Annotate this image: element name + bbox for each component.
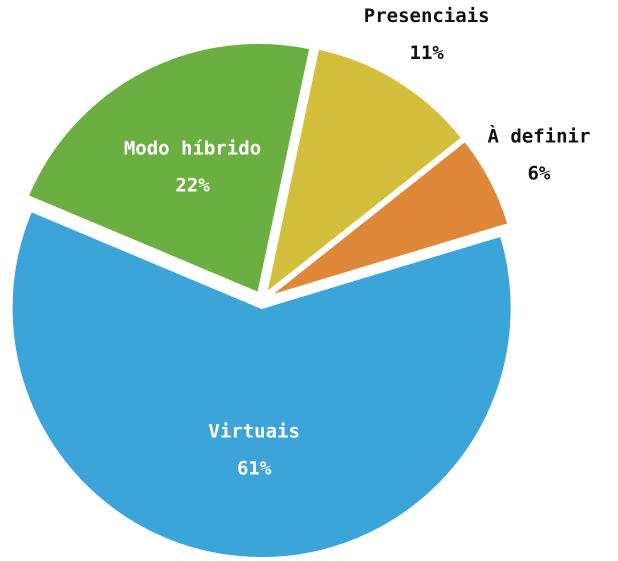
slice-label: Modo híbrido: [124, 138, 261, 160]
pie-slice: [26, 41, 312, 295]
slice-value: 11%: [410, 42, 445, 64]
pie-slice: [264, 47, 464, 296]
slice-label: Presenciais: [364, 5, 490, 27]
slice-value: 61%: [237, 457, 272, 479]
slice-value: 6%: [527, 163, 550, 185]
pie-slice: [10, 209, 513, 559]
slice-value: 22%: [175, 175, 210, 197]
slice-label: Virtuais: [208, 420, 300, 442]
slice-label: À definir: [487, 125, 590, 148]
pie-slice: [268, 139, 510, 298]
